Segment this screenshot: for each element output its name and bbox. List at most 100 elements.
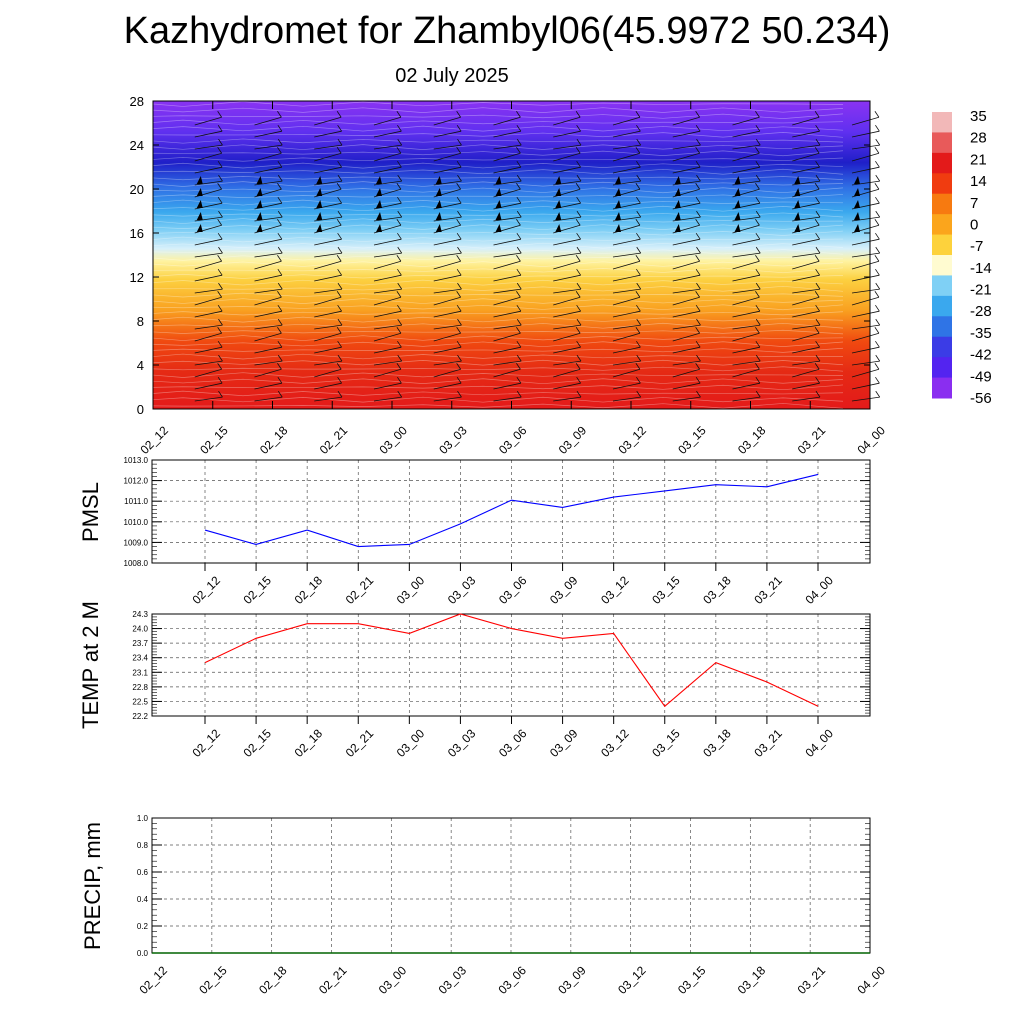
wind-barb-flag bbox=[695, 111, 700, 118]
wind-barb bbox=[373, 274, 402, 282]
wind-barb-flag bbox=[875, 232, 880, 240]
wind-barb-flag bbox=[814, 219, 820, 226]
y-tick-label: 1011.0 bbox=[124, 497, 148, 506]
wind-barb-flag bbox=[755, 183, 760, 190]
wind-barb bbox=[732, 324, 761, 330]
wind-barb-pennant bbox=[794, 212, 801, 220]
wind-barb bbox=[851, 346, 880, 354]
isotherm-line bbox=[152, 144, 844, 150]
wind-barb bbox=[732, 396, 761, 402]
wind-barb-flag bbox=[457, 246, 462, 254]
precip-panel: 0.0 0.2 0.4 0.6 0.8 1.0 02_12 02_15 02_18 02_21 03… bbox=[80, 814, 888, 997]
wind-barb-flag bbox=[695, 232, 701, 240]
wind-barb bbox=[493, 166, 521, 174]
wind-barb bbox=[732, 116, 760, 126]
temp-2m-panel: 22.2 22.5 22.8 23.1 23.4 23.7 24.0 24.3 02_12 02_… bbox=[78, 601, 871, 760]
x-tick-label: 02_15 bbox=[241, 573, 275, 607]
wind-barb-pennant bbox=[256, 224, 263, 232]
wind-barb bbox=[732, 346, 760, 354]
wind-barb bbox=[314, 310, 342, 318]
wind-barb bbox=[732, 152, 760, 162]
wind-barb-pennant bbox=[435, 188, 442, 196]
isotherm-line bbox=[152, 255, 844, 261]
wind-barb-flag bbox=[815, 282, 821, 290]
wind-barb-flag bbox=[695, 268, 701, 276]
isotherm-line bbox=[152, 132, 844, 138]
wind-barb bbox=[314, 216, 343, 222]
wind-barb bbox=[792, 152, 820, 162]
wind-barb bbox=[851, 324, 880, 330]
wind-barb-flag bbox=[636, 138, 642, 146]
wind-barb bbox=[851, 310, 880, 318]
wind-barb bbox=[792, 288, 821, 294]
wind-barb-flag bbox=[397, 124, 402, 132]
wind-barb-flag bbox=[815, 210, 821, 218]
wind-barb bbox=[373, 116, 402, 126]
wind-barb bbox=[433, 116, 461, 126]
wind-barb-flag bbox=[218, 246, 223, 254]
wind-barb-flag bbox=[695, 376, 701, 384]
wind-barb bbox=[732, 288, 761, 294]
wind-barb-pennant bbox=[555, 224, 562, 232]
wind-barb-flag bbox=[874, 291, 880, 298]
y-tick-label: 24.3 bbox=[132, 610, 148, 619]
wind-barb bbox=[314, 252, 343, 258]
isotherm-line bbox=[152, 218, 844, 224]
wind-barb bbox=[672, 202, 701, 210]
wind-barb bbox=[851, 166, 880, 174]
wind-barb-flag bbox=[218, 354, 223, 362]
wind-barb-flag bbox=[575, 183, 581, 190]
wind-barb-flag bbox=[516, 138, 522, 146]
x-tick-label: 03_21 bbox=[751, 726, 785, 760]
wind-barb bbox=[493, 274, 521, 282]
wind-barb-flag bbox=[277, 268, 283, 276]
wind-barb bbox=[792, 130, 820, 138]
wind-barb-flag bbox=[516, 147, 521, 154]
wind-barb bbox=[194, 360, 223, 366]
wind-barb-flag bbox=[755, 210, 761, 218]
wind-barb bbox=[553, 324, 582, 330]
wind-barb-flag bbox=[457, 354, 462, 362]
wind-barb bbox=[493, 252, 522, 258]
x-tick-label: 02_18 bbox=[256, 963, 290, 997]
wind-barb bbox=[851, 396, 880, 402]
wind-barb bbox=[493, 332, 521, 342]
wind-barb-flag bbox=[636, 354, 642, 362]
x-tick-label: 03_09 bbox=[555, 963, 589, 997]
x-tick-label: 02_21 bbox=[343, 726, 377, 760]
y-tick-label: 1012.0 bbox=[124, 477, 149, 486]
isotherm-line bbox=[152, 242, 844, 249]
wind-barb bbox=[553, 216, 582, 222]
wind-barb-flag bbox=[576, 318, 582, 326]
wind-barb-pennant bbox=[674, 212, 681, 220]
wind-barb bbox=[792, 252, 821, 258]
wind-barb bbox=[373, 346, 402, 354]
wind-barb-flag bbox=[755, 174, 761, 182]
wind-barb-flag bbox=[755, 160, 761, 168]
colorbar-swatch bbox=[932, 112, 952, 133]
wind-barb-flag bbox=[277, 232, 283, 240]
wind-barb-flag bbox=[217, 124, 223, 132]
wind-barb bbox=[792, 202, 820, 210]
wind-barb-flag bbox=[875, 354, 881, 362]
colorbar-swatch bbox=[932, 214, 952, 236]
wind-barb bbox=[612, 288, 641, 294]
isotherm-line bbox=[152, 267, 844, 274]
wind-barb bbox=[314, 324, 343, 330]
x-tick-label: 03_03 bbox=[445, 573, 479, 607]
wind-barb-flag bbox=[396, 183, 402, 190]
wind-barb-flag bbox=[755, 318, 761, 326]
wind-barb-flag bbox=[337, 124, 342, 132]
wind-barb-flag bbox=[575, 147, 581, 154]
x-tick-label: 03_15 bbox=[649, 726, 683, 760]
wind-barb-flag bbox=[218, 282, 223, 290]
wind-barb-flag bbox=[576, 282, 582, 290]
wind-barb bbox=[732, 310, 760, 318]
wind-barb-pennant bbox=[555, 212, 562, 220]
wind-barb bbox=[254, 238, 282, 246]
wind-barb bbox=[612, 238, 641, 246]
wind-barb-flag bbox=[576, 232, 581, 240]
wind-barb bbox=[612, 260, 641, 270]
wind-barb bbox=[254, 360, 283, 366]
x-tick-label: 03_03 bbox=[445, 726, 479, 760]
